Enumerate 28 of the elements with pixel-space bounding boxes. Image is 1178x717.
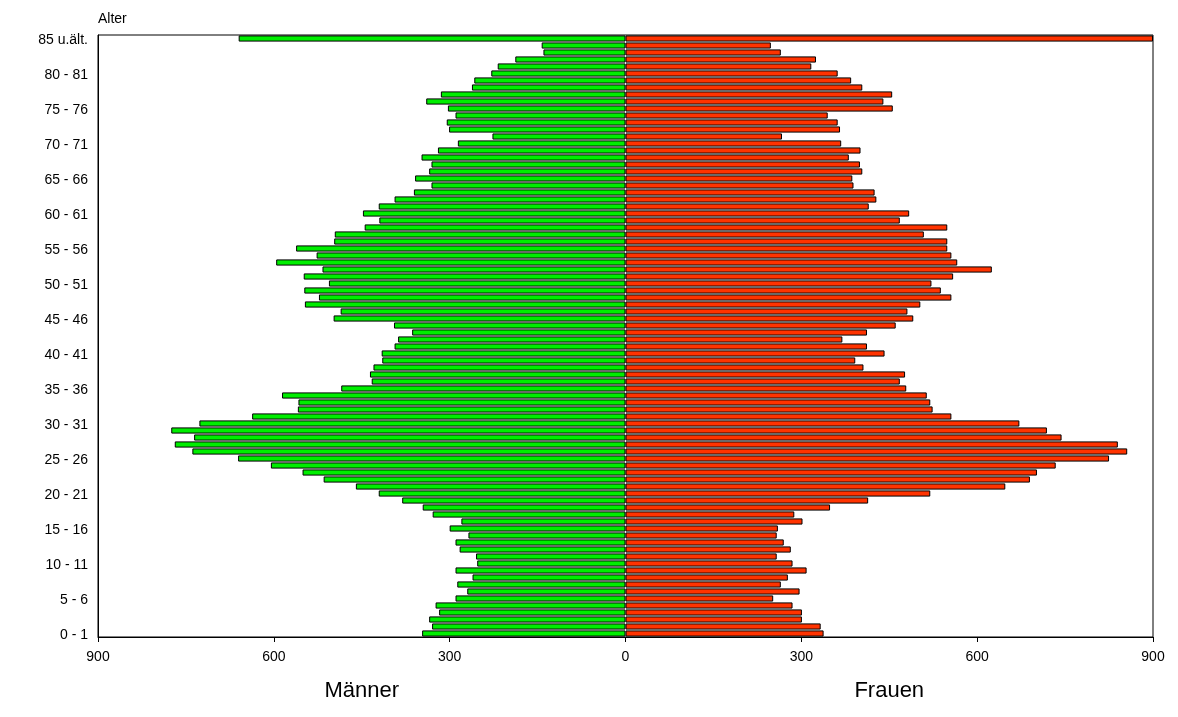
y-tick-label: 60 - 61 [44, 205, 89, 222]
y-tick-label: 5 - 6 [59, 590, 89, 607]
y-tick-label: 65 - 66 [44, 170, 89, 187]
x-tick-label: 900 [86, 648, 110, 664]
y-tick-label: 15 - 16 [44, 520, 89, 537]
y-tick-label: 20 - 21 [44, 485, 89, 502]
y-tick-label: 70 - 71 [44, 135, 89, 152]
x-tick-label: 300 [789, 648, 814, 664]
x-tick-label: 300 [437, 648, 462, 664]
y-tick-label: 80 - 81 [44, 65, 89, 82]
x-tick-label: 900 [1141, 648, 1165, 664]
y-axis-title: Alter [98, 10, 128, 26]
y-tick-label: 85 u.ält. [38, 30, 88, 47]
y-tick-label: 0 - 1 [59, 625, 89, 642]
y-tick-label: 75 - 76 [44, 100, 89, 117]
x-tick-label: 600 [965, 648, 990, 664]
x-tick-label: 600 [262, 648, 286, 664]
y-tick-label: 10 - 11 [45, 555, 89, 572]
y-tick-label: 55 - 56 [44, 240, 89, 257]
text: Frauen [854, 676, 925, 702]
x-tick-label: 0 [621, 648, 630, 664]
y-tick-label: 30 - 31 [44, 415, 89, 432]
y-tick-label: 45 - 46 [44, 310, 89, 327]
y-tick-label: 40 - 41 [44, 345, 89, 362]
y-tick-label: 50 - 51 [44, 275, 89, 292]
text: Männer [324, 676, 400, 702]
y-tick-label: 35 - 36 [44, 380, 89, 397]
y-tick-label: 25 - 26 [44, 450, 89, 467]
